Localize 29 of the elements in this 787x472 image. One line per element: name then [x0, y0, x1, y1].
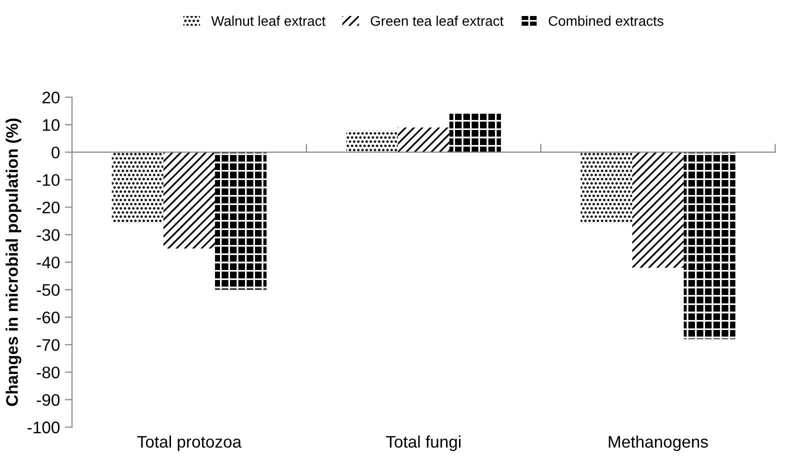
bar	[398, 127, 450, 152]
y-tick-label: -50	[36, 284, 60, 296]
y-tick-label: -70	[36, 339, 60, 351]
legend-label: Combined extracts	[548, 16, 664, 26]
y-tick-label: -20	[36, 202, 60, 214]
bar	[214, 152, 267, 290]
bar	[632, 152, 684, 268]
bar	[163, 152, 215, 248]
x-tick-label: Total protozoa	[137, 435, 242, 452]
x-tick-label: Total fungi	[386, 435, 460, 452]
y-tick-label: -10	[36, 174, 60, 186]
legend-label: Green tea leaf extract	[370, 16, 504, 26]
x-tick-label: Methanogens	[608, 435, 708, 452]
y-tick-label: 20	[42, 92, 60, 104]
y-tick-label: 0	[52, 146, 60, 158]
bar	[346, 130, 398, 152]
bar	[580, 152, 632, 224]
y-tick-label: -60	[36, 312, 60, 324]
legend-label: Walnut leaf extract	[211, 16, 326, 26]
y-tick-label: -80	[36, 366, 60, 378]
y-tick-label: -100	[28, 422, 60, 434]
y-tick-label: -30	[36, 229, 60, 241]
y-tick-label: 10	[42, 119, 60, 131]
y-tick-label: -90	[36, 394, 60, 406]
y-tick-label: -40	[36, 256, 60, 268]
bar	[684, 152, 736, 340]
bar	[112, 152, 164, 224]
bar	[449, 114, 501, 152]
y-axis-title: Changes in microbial population (%)	[6, 118, 22, 406]
